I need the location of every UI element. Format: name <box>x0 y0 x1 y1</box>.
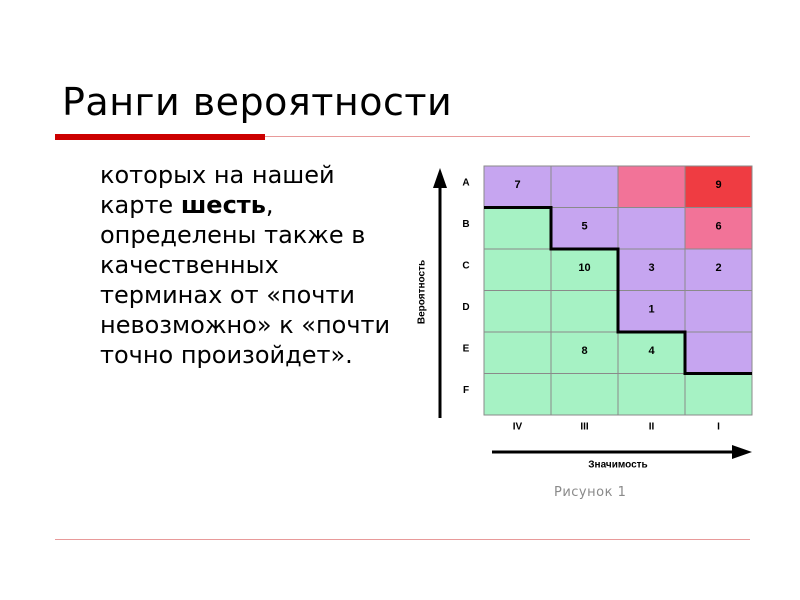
matrix-cell-c-2 <box>550 248 619 291</box>
matrix-cell-a-1 <box>483 165 552 208</box>
matrix-cell-d-1 <box>483 290 552 333</box>
risk-number: 7 <box>514 179 520 191</box>
risk-number: 2 <box>715 262 721 274</box>
risk-boundary-line <box>484 206 752 375</box>
body-text-bold: шесть <box>180 191 266 219</box>
row-label-d: D <box>462 302 469 313</box>
matrix-cell-e-4 <box>684 331 753 374</box>
matrix-cell-f-1 <box>483 373 552 416</box>
matrix-cell-d-4 <box>684 290 753 333</box>
row-label-e: E <box>463 344 470 355</box>
body-text-part2: , определены также в качественных термин… <box>100 191 391 369</box>
row-label-b: B <box>462 219 469 230</box>
row-label-a: A <box>462 178 469 189</box>
risk-number: 10 <box>578 262 590 274</box>
slide-body-text: которых на нашей карте шесть, определены… <box>100 160 400 370</box>
matrix-cell-d-2 <box>550 290 619 333</box>
row-label-c: C <box>462 261 469 272</box>
matrix-cell-c-4 <box>684 248 753 291</box>
risk-number: 6 <box>715 220 721 232</box>
matrix-cell-d-3 <box>617 290 686 333</box>
risk-number: 4 <box>648 345 655 357</box>
matrix-cell-e-2 <box>550 331 619 374</box>
row-label-f: F <box>463 385 469 396</box>
risk-number: 5 <box>581 220 587 232</box>
bottom-rule <box>55 539 750 540</box>
matrix-cell-a-3 <box>617 165 686 208</box>
title-rule <box>55 136 750 137</box>
column-label-iv: IV <box>513 422 523 433</box>
matrix-cell-b-3 <box>617 207 686 250</box>
risk-number: 1 <box>648 303 654 315</box>
title-accent-bar <box>55 134 265 140</box>
matrix-cell-f-3 <box>617 373 686 416</box>
figure-caption: Рисунок 1 <box>554 485 627 500</box>
risk-number: 8 <box>581 345 587 357</box>
risk-number: 9 <box>715 179 721 191</box>
x-axis-arrowhead <box>732 445 752 459</box>
matrix-cell-e-3 <box>617 331 686 374</box>
x-axis-label: Значимость <box>588 460 647 471</box>
column-label-iii: III <box>580 422 589 433</box>
matrix-cell-f-4 <box>684 373 753 416</box>
slide-title: Ранги вероятности <box>62 80 453 124</box>
matrix-cell-e-1 <box>483 331 552 374</box>
body-text-part1: которых на нашей карте <box>100 161 335 219</box>
column-label-i: I <box>717 422 720 433</box>
y-axis-arrowhead <box>433 168 447 188</box>
y-axis-label: Вероятность <box>417 260 428 324</box>
matrix-cell-b-1 <box>483 207 552 250</box>
matrix-cell-a-2 <box>550 165 619 208</box>
risk-number: 3 <box>648 262 654 274</box>
matrix-cell-c-1 <box>483 248 552 291</box>
matrix-cell-c-3 <box>617 248 686 291</box>
matrix-cell-f-2 <box>550 373 619 416</box>
column-label-ii: II <box>649 422 655 433</box>
